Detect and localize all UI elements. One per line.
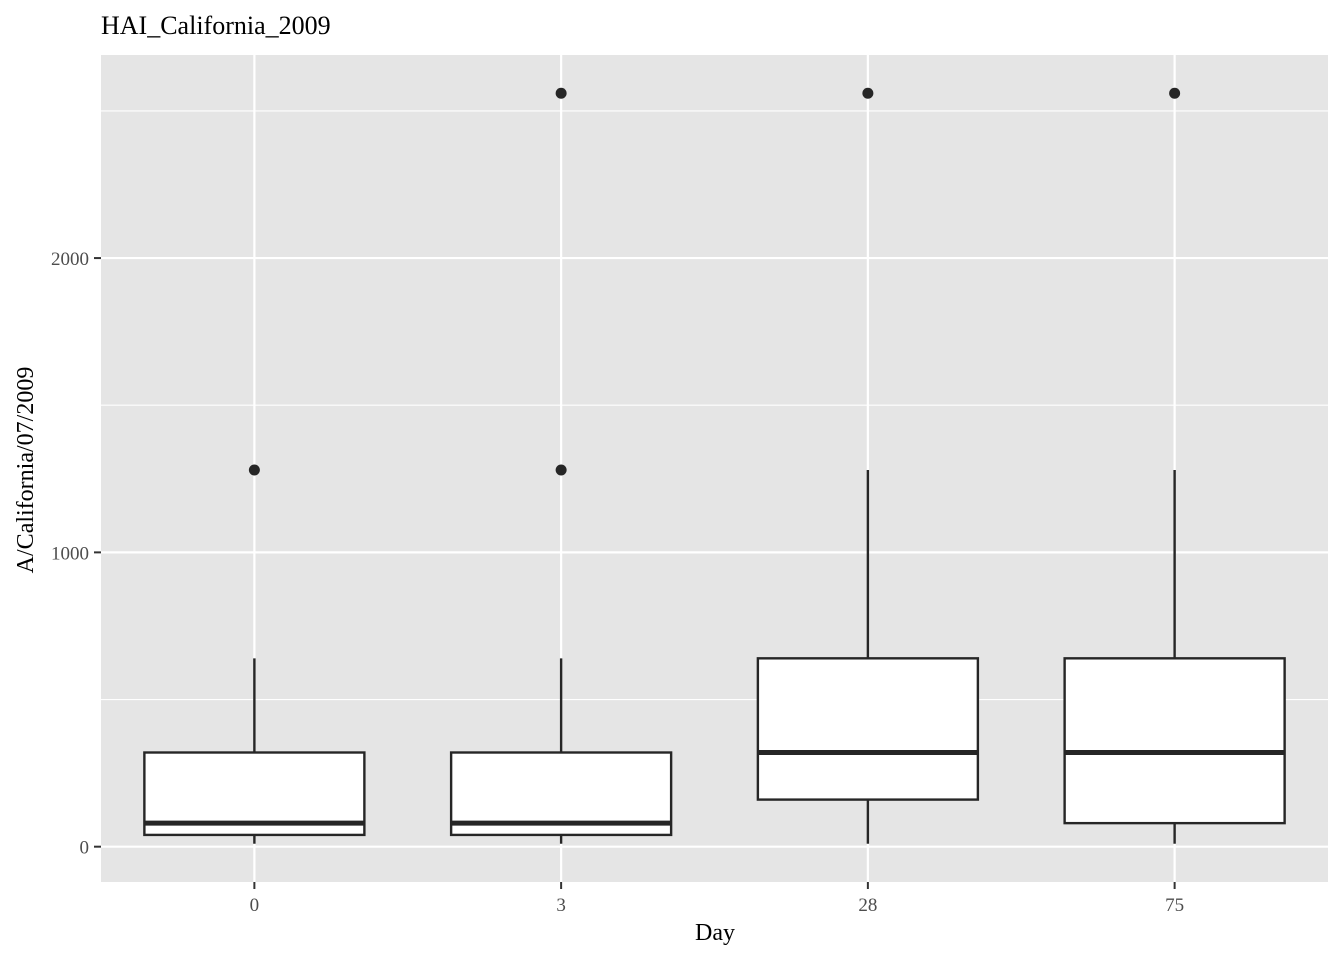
y-axis-ticks: 0 1000 2000 — [51, 249, 101, 859]
box-day-3 — [449, 87, 673, 844]
box-iqr — [1063, 657, 1286, 825]
outlier-point — [248, 464, 260, 476]
boxes — [143, 87, 1286, 844]
outlier-point — [555, 464, 567, 476]
y-tick-label: 1000 — [51, 543, 89, 564]
box-iqr — [756, 657, 980, 801]
chart-title: HAI_California_2009 — [101, 11, 331, 40]
box-day-0 — [143, 464, 366, 844]
x-tick-label: 0 — [250, 895, 260, 916]
y-tick-label: 2000 — [51, 249, 89, 270]
x-tick-label: 3 — [556, 895, 566, 916]
x-tick-label: 75 — [1165, 895, 1184, 916]
box-day-75 — [1063, 87, 1286, 844]
y-axis-label: A/California/07/2009 — [13, 367, 39, 574]
x-axis-ticks: 0 3 28 75 — [250, 882, 1184, 916]
x-axis-label: Day — [695, 920, 735, 946]
x-tick-label: 28 — [858, 895, 877, 916]
outlier-point — [862, 87, 874, 99]
outlier-point — [555, 87, 567, 99]
outlier-point — [1169, 87, 1181, 99]
box-day-28 — [756, 87, 980, 844]
y-tick-label: 0 — [80, 838, 90, 859]
